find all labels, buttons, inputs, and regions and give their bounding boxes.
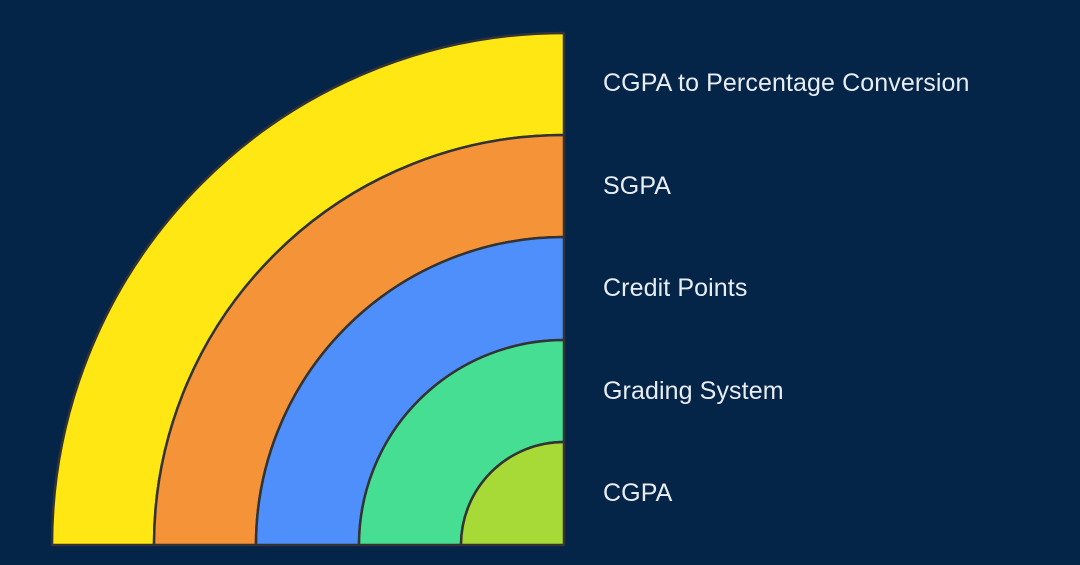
ring-cgpa[interactable] bbox=[459, 440, 566, 547]
layer-label-credit-points[interactable]: Credit Points bbox=[603, 274, 748, 302]
layer-label-cgpa[interactable]: CGPA bbox=[603, 479, 673, 507]
layer-label-grading-system[interactable]: Grading System bbox=[603, 377, 784, 405]
layer-label-cgpa-to-percentage[interactable]: CGPA to Percentage Conversion bbox=[603, 69, 970, 97]
layer-label-sgpa[interactable]: SGPA bbox=[603, 172, 672, 200]
